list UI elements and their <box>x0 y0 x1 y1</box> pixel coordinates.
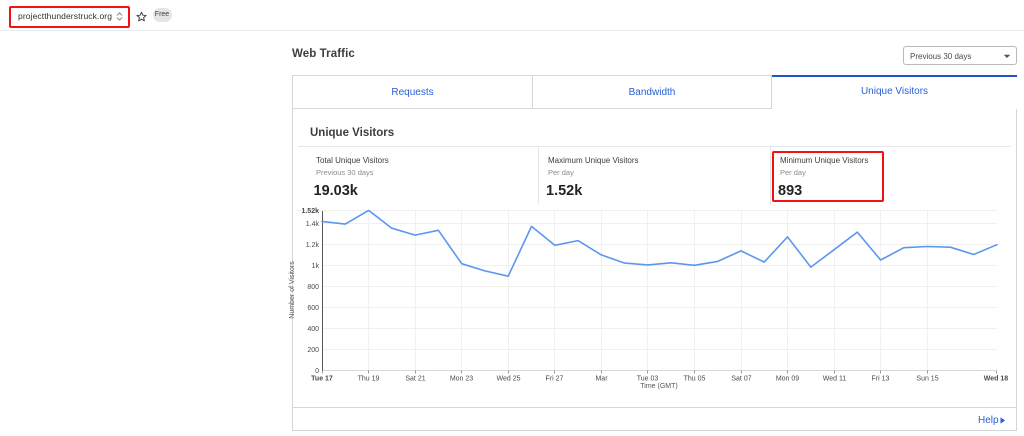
svg-text:Wed 25: Wed 25 <box>497 376 521 383</box>
svg-text:1k: 1k <box>312 263 320 270</box>
svg-text:1.4k: 1.4k <box>306 221 320 228</box>
svg-text:600: 600 <box>307 305 319 312</box>
svg-text:1.2k: 1.2k <box>306 242 320 249</box>
svg-text:Wed 11: Wed 11 <box>823 376 847 383</box>
svg-text:Sat 07: Sat 07 <box>731 376 751 383</box>
svg-text:Mon 23: Mon 23 <box>450 376 473 383</box>
svg-text:Time (GMT): Time (GMT) <box>640 383 677 390</box>
svg-text:Thu 05: Thu 05 <box>684 376 706 383</box>
svg-text:800: 800 <box>307 284 319 291</box>
svg-text:200: 200 <box>307 347 319 354</box>
svg-text:Wed 18: Wed 18 <box>984 376 1008 383</box>
svg-text:400: 400 <box>307 326 319 333</box>
svg-text:Sun 15: Sun 15 <box>916 376 938 383</box>
svg-text:Number of Visitors: Number of Visitors <box>289 261 296 319</box>
svg-text:Thu 19: Thu 19 <box>358 376 380 383</box>
svg-text:1.52k: 1.52k <box>301 208 319 215</box>
svg-text:Mar: Mar <box>595 376 608 383</box>
svg-text:Mon 09: Mon 09 <box>776 376 799 383</box>
svg-text:Sat 21: Sat 21 <box>405 376 425 383</box>
svg-text:Tue 17: Tue 17 <box>311 376 333 383</box>
svg-text:0: 0 <box>315 368 319 375</box>
svg-text:Fri 27: Fri 27 <box>546 376 564 383</box>
svg-text:Tue 03: Tue 03 <box>637 376 659 383</box>
svg-text:Fri 13: Fri 13 <box>872 376 890 383</box>
